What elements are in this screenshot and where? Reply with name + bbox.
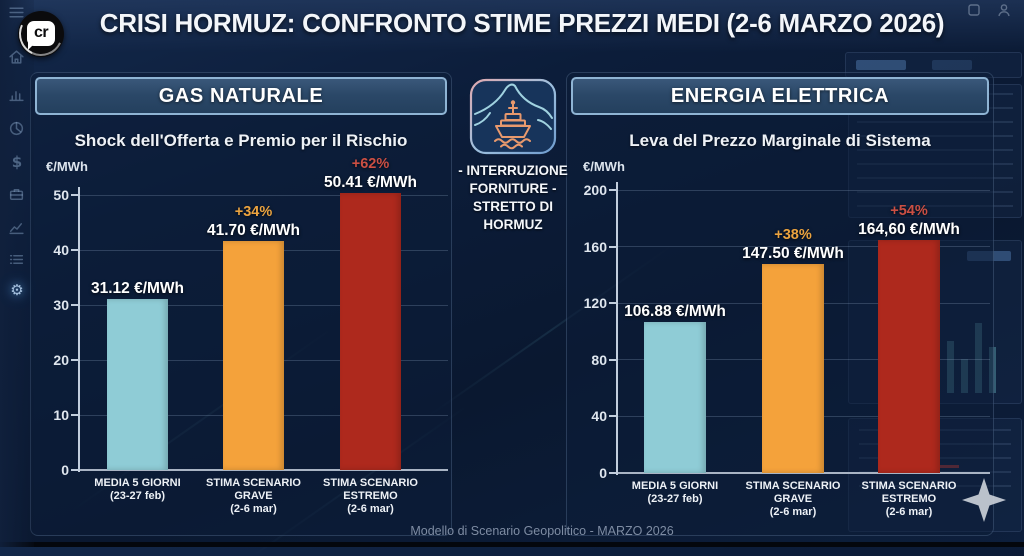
electricity-chart-subtitle: Leva del Prezzo Marginale di Sistema bbox=[629, 131, 931, 150]
hormuz-caption: - INTERRUZIONE FORNITURE - STRETTO DI HO… bbox=[452, 162, 574, 234]
bar-chart-icon[interactable] bbox=[8, 86, 26, 104]
footer-note: Modello di Scenario Geopolitico - MARZO … bbox=[410, 524, 674, 538]
caption-line: - INTERRUZIONE bbox=[458, 163, 568, 178]
settings-icon[interactable]: ⚙ bbox=[10, 281, 24, 299]
home-icon[interactable] bbox=[8, 48, 26, 66]
sparkle-icon bbox=[960, 476, 1008, 524]
cr-logo[interactable]: cr bbox=[12, 5, 70, 63]
sidebar: $ ⚙ bbox=[0, 0, 34, 547]
gas-panel-title: GAS NATURALE bbox=[35, 77, 447, 115]
gas-unit-label: €/MWh bbox=[46, 159, 88, 174]
bottom-strip bbox=[0, 542, 1024, 547]
dollar-icon[interactable]: $ bbox=[11, 153, 23, 171]
page-title: CRISI HORMUZ: CONFRONTO STIME PREZZI MED… bbox=[99, 8, 945, 38]
user-icon[interactable] bbox=[996, 2, 1012, 18]
window-icon[interactable] bbox=[966, 2, 982, 18]
electricity-panel-title: ENERGIA ELETTRICA bbox=[571, 77, 989, 115]
logo-text: cr bbox=[33, 24, 49, 41]
caption-line: HORMUZ bbox=[483, 217, 543, 232]
caption-line: FORNITURE - bbox=[469, 181, 557, 196]
gas-chart-subtitle: Shock dell'Offerta e Premio per il Risch… bbox=[74, 131, 408, 150]
gas-panel: GAS NATURALE Shock dell'Offerta e Premio… bbox=[30, 72, 452, 536]
electricity-panel: ENERGIA ELETTRICA Leva del Prezzo Margin… bbox=[566, 72, 994, 536]
line-chart-icon[interactable] bbox=[8, 219, 26, 237]
menu-icon[interactable] bbox=[8, 4, 26, 22]
electricity-unit-label: €/MWh bbox=[583, 159, 625, 174]
top-band bbox=[0, 0, 1024, 52]
logo-bubble: cr bbox=[27, 21, 55, 50]
pie-chart-icon[interactable] bbox=[8, 120, 26, 138]
list-icon[interactable] bbox=[8, 251, 26, 269]
caption-line: STRETTO DI bbox=[472, 199, 553, 214]
briefcase-icon[interactable] bbox=[8, 186, 26, 204]
hormuz-strait-ship-icon bbox=[468, 77, 558, 156]
